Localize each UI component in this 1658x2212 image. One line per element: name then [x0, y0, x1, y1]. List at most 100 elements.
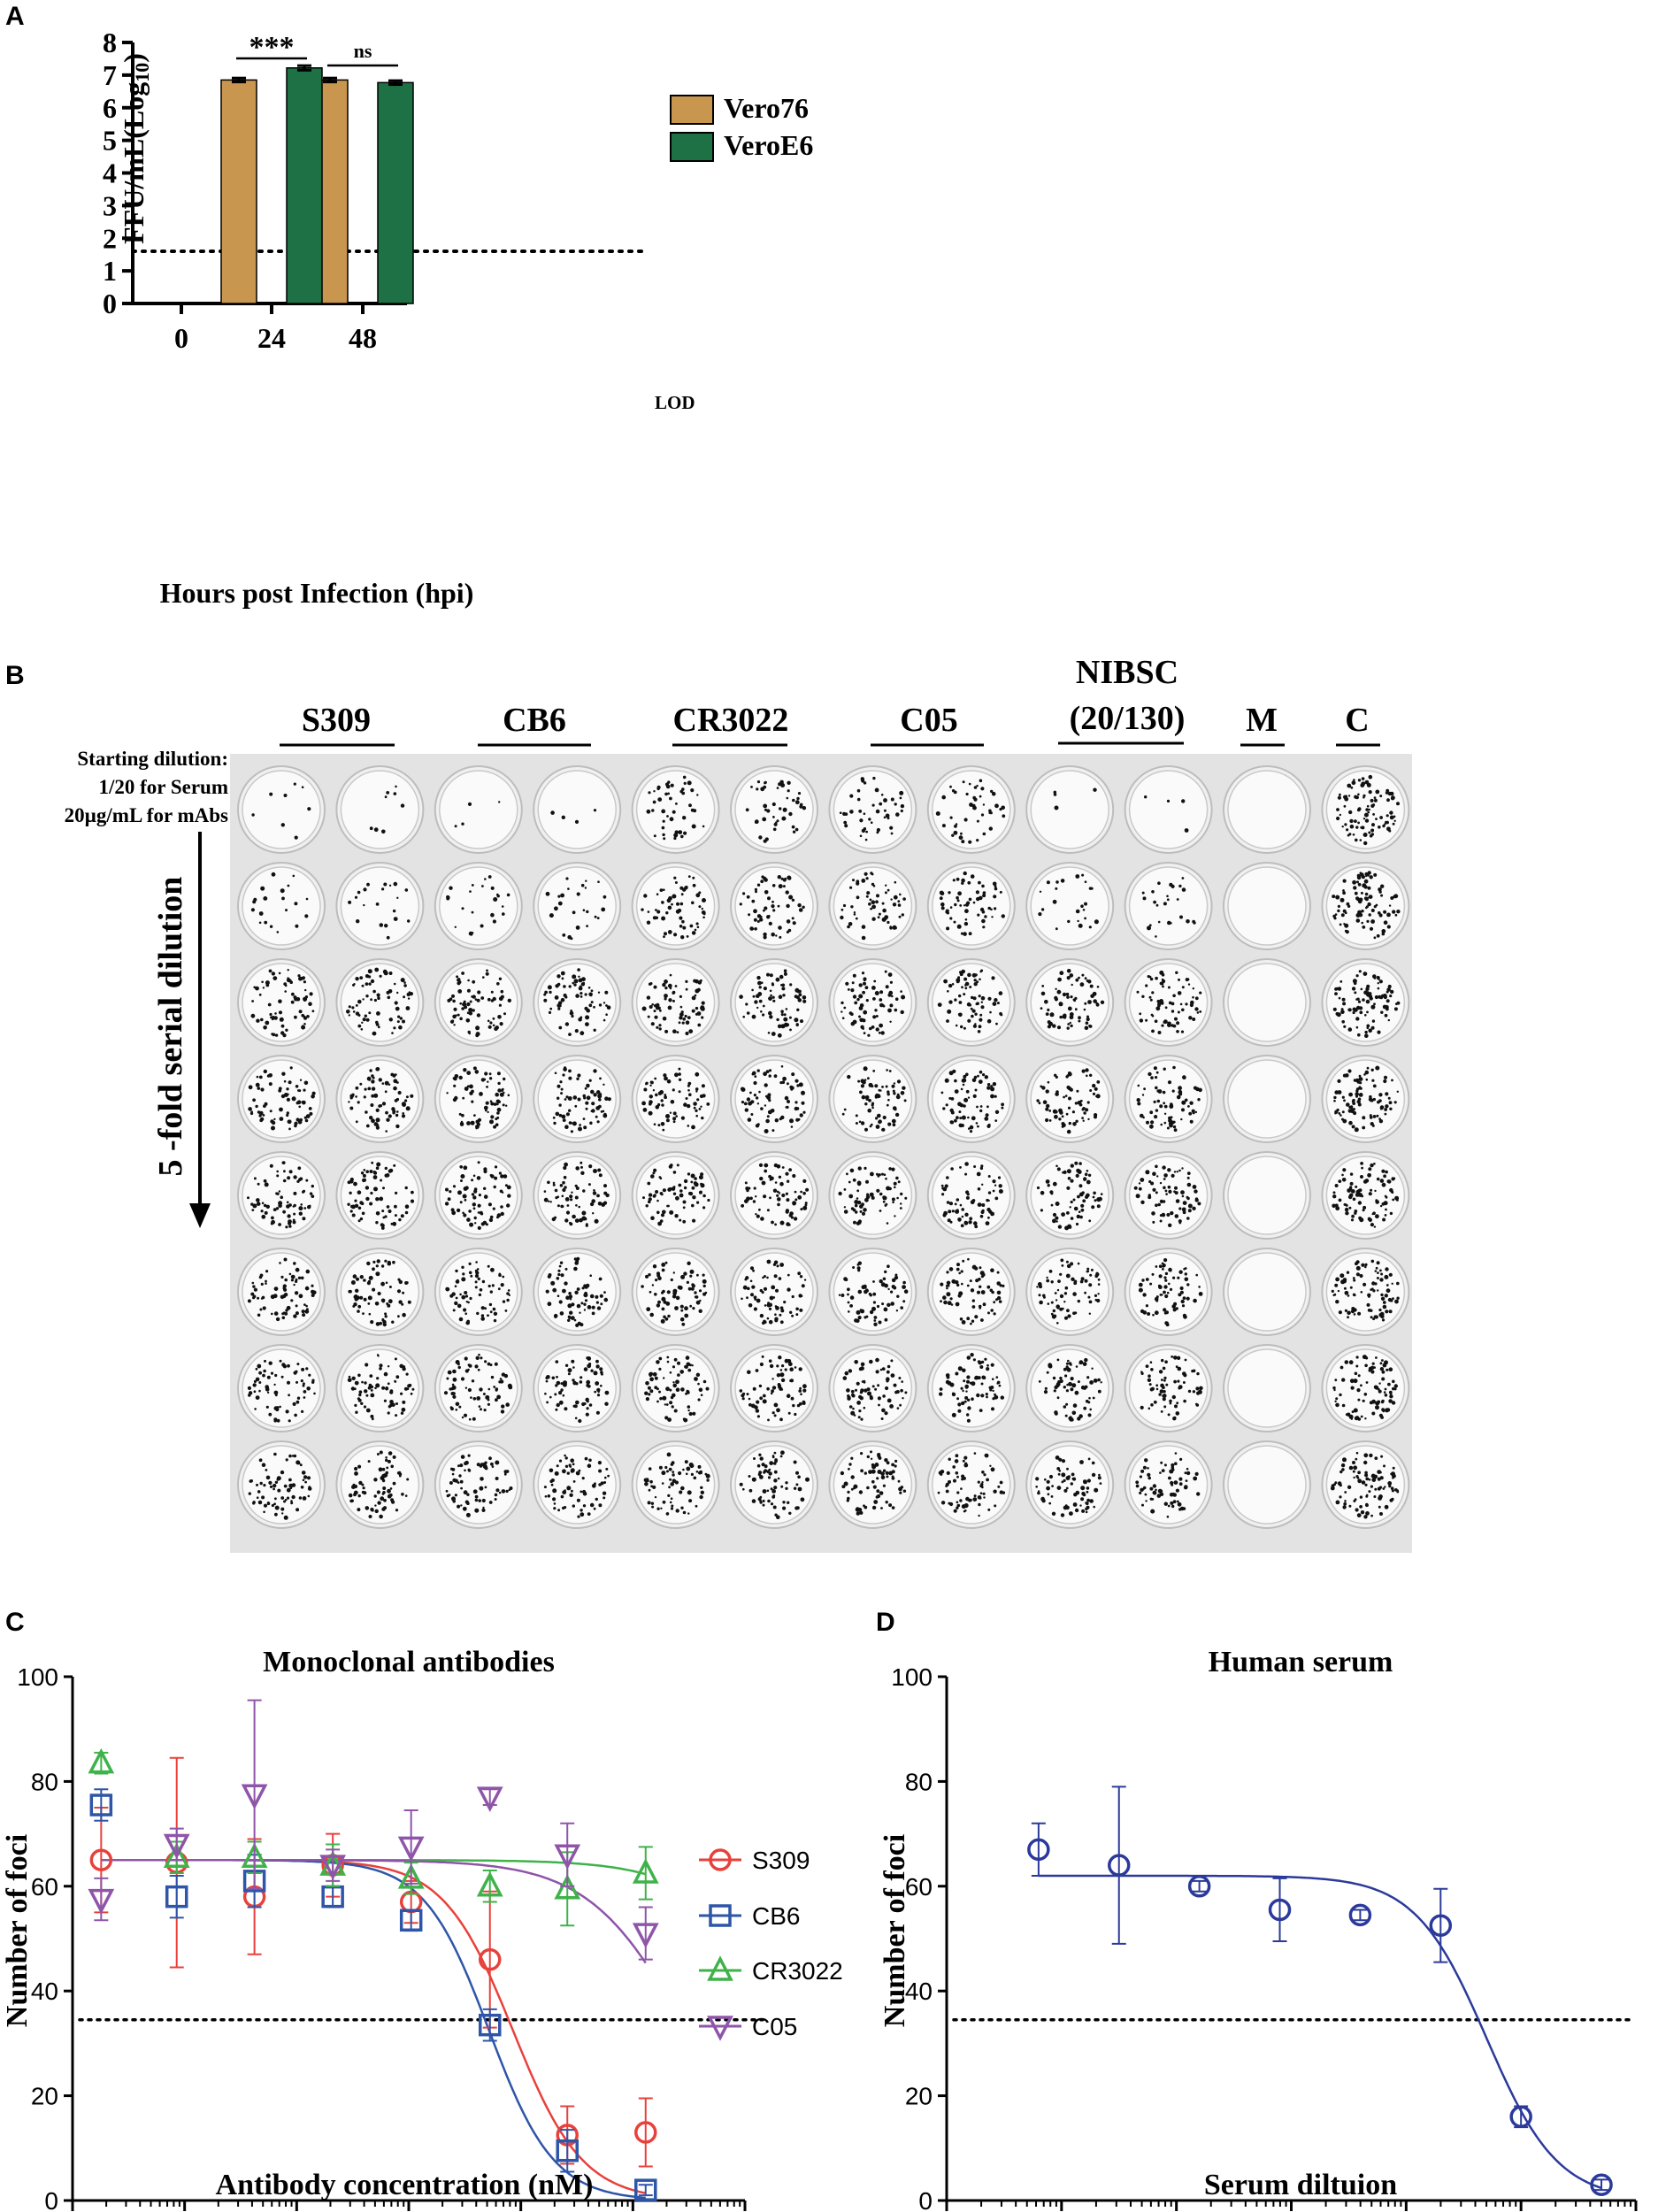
focus-spot [600, 1371, 603, 1374]
focus-spot [282, 1210, 286, 1214]
focus-spot [887, 1187, 890, 1189]
focus-spot [556, 1277, 560, 1280]
focus-spot [490, 990, 494, 994]
focus-spot [961, 1079, 966, 1083]
focus-spot [853, 1220, 856, 1225]
focus-spot [371, 1094, 375, 1098]
focus-spot [373, 827, 379, 833]
focus-spot [1036, 1186, 1040, 1190]
focus-spot [940, 1282, 944, 1286]
focus-spot [279, 1405, 281, 1409]
focus-spot [262, 1306, 266, 1310]
focus-spot [965, 1190, 970, 1194]
focus-spot [767, 896, 771, 901]
focus-spot [467, 1387, 472, 1393]
focus-spot [656, 1400, 659, 1403]
focus-spot [1352, 1007, 1357, 1012]
focus-spot [286, 1201, 289, 1204]
focus-spot [288, 979, 292, 983]
focus-spot [389, 1400, 394, 1404]
focus-spot [982, 1203, 985, 1207]
focus-spot [578, 975, 580, 978]
focus-spot [591, 1199, 595, 1203]
focus-spot [891, 1167, 895, 1171]
focus-spot [878, 1403, 880, 1407]
focus-spot [375, 902, 380, 906]
focus-spot [464, 1198, 467, 1202]
focus-spot [254, 1408, 257, 1410]
focus-spot [1362, 998, 1365, 1002]
focus-spot [1056, 1167, 1061, 1171]
focus-spot [1359, 1081, 1362, 1085]
focus-spot [287, 1176, 291, 1180]
focus-spot [649, 1374, 652, 1378]
focus-spot [402, 1367, 406, 1371]
focus-spot [485, 1223, 488, 1226]
focus-spot [372, 1267, 375, 1271]
focus-spot [1158, 1274, 1163, 1279]
a-y-tick-label: 1 [103, 255, 117, 287]
focus-spot [963, 921, 969, 926]
focus-spot [477, 1368, 480, 1371]
focus-spot [949, 1120, 954, 1125]
focus-spot [1173, 1416, 1177, 1419]
focus-spot [1171, 1002, 1175, 1006]
focus-spot [472, 1066, 477, 1071]
focus-spot [585, 1107, 588, 1110]
focus-spot [565, 1095, 569, 1099]
focus-spot [566, 1204, 570, 1207]
focus-spot [698, 1387, 703, 1393]
focus-spot [1364, 780, 1370, 785]
focus-spot [858, 994, 864, 999]
focus-spot [758, 1090, 761, 1094]
focus-spot [1153, 1100, 1156, 1103]
focus-spot [651, 1284, 655, 1286]
focus-spot [567, 1372, 571, 1376]
focus-spot [879, 1023, 883, 1028]
focus-spot [579, 1311, 581, 1314]
focus-spot [759, 1313, 764, 1318]
focus-spot [672, 1393, 676, 1398]
focus-spot [1078, 1019, 1081, 1023]
focus-spot [1386, 798, 1390, 803]
focus-spot [1077, 1262, 1080, 1265]
focus-spot [962, 1259, 965, 1263]
focus-spot [887, 1090, 890, 1094]
focus-spot [680, 935, 685, 940]
focus-spot [498, 1273, 502, 1277]
focus-spot [375, 1221, 379, 1225]
plate-well-inner [1128, 866, 1209, 946]
focus-spot [843, 1210, 848, 1214]
focus-spot [753, 1187, 756, 1190]
focus-spot [857, 1269, 861, 1272]
focus-spot [979, 1109, 983, 1113]
focus-spot [784, 1368, 787, 1371]
focus-spot [977, 913, 980, 917]
focus-spot [798, 1367, 802, 1371]
column-label-s309: S309 [302, 702, 371, 739]
focus-spot [661, 1307, 665, 1311]
focus-spot [466, 988, 471, 993]
focus-spot [756, 780, 761, 784]
focus-spot [769, 1196, 771, 1200]
focus-spot [410, 1199, 415, 1203]
focus-spot [659, 1397, 663, 1401]
focus-spot [1069, 1021, 1072, 1025]
focus-spot [663, 1073, 667, 1078]
focus-spot [471, 1193, 475, 1196]
focus-spot [871, 1085, 874, 1088]
focus-spot [468, 1417, 472, 1421]
focus-spot [1042, 1294, 1046, 1298]
focus-spot [893, 926, 896, 929]
focus-spot [778, 1175, 782, 1179]
focus-spot [297, 1089, 300, 1092]
focus-spot [384, 924, 388, 928]
focus-spot [682, 1206, 686, 1210]
focus-spot [603, 1018, 606, 1022]
focus-spot [1378, 979, 1383, 984]
focus-spot [698, 891, 702, 895]
focus-spot [1349, 1181, 1354, 1186]
focus-spot [762, 1394, 766, 1398]
focus-spot [1366, 1026, 1370, 1029]
focus-spot [848, 1369, 853, 1373]
